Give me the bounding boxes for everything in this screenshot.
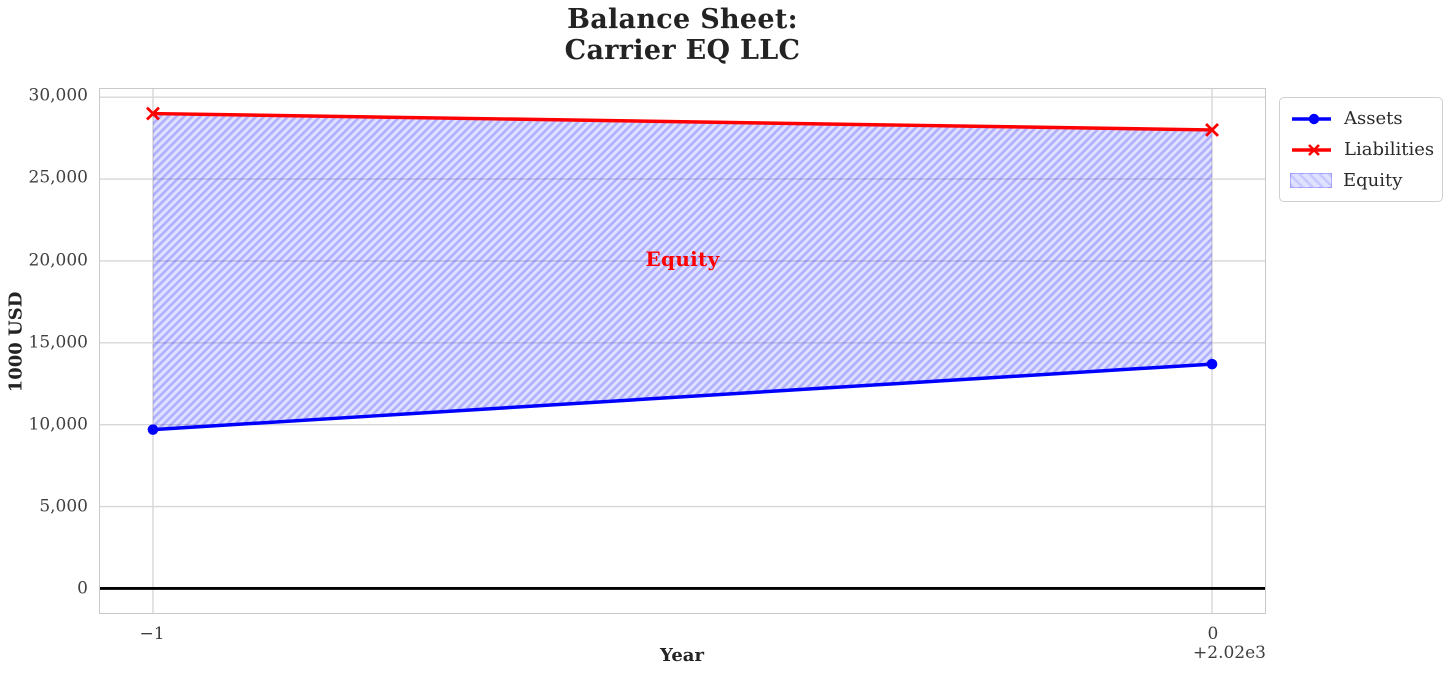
y-tick-label: 5,000 [39, 496, 88, 517]
series-assets [147, 358, 1218, 435]
y-tick-label: 15,000 [28, 332, 88, 353]
data-point-marker [145, 106, 160, 121]
x-axis-offset-text: +2.02e3 [1193, 643, 1266, 663]
y-tick-label: 10,000 [28, 414, 88, 435]
data-point-marker [147, 424, 159, 435]
liabilities-line-icon [1292, 143, 1331, 156]
y-axis-label: 1000 USD [5, 291, 27, 393]
legend-label-equity: Equity [1343, 169, 1403, 191]
equity-annotation: Equity [645, 246, 720, 271]
equity-hatch-swatch-icon [1290, 173, 1332, 188]
y-tick-label: 30,000 [28, 85, 88, 106]
assets-line-icon [1292, 113, 1331, 124]
legend-item-equity: Equity [1290, 168, 1432, 193]
series-liabilities [145, 106, 1220, 137]
series-line [152, 362, 1213, 432]
legend-item-assets: Assets [1290, 106, 1432, 131]
data-point-marker [1206, 358, 1218, 370]
legend: Assets Liabilities Equity [1279, 97, 1443, 202]
chart-title: Balance Sheet: Carrier EQ LLC [99, 4, 1266, 66]
plot-area [99, 88, 1266, 614]
x-tick-label: −1 [139, 624, 165, 644]
equity-fill-region [152, 113, 1213, 430]
x-tick-label: 0 [1207, 624, 1219, 644]
y-tick-label: 20,000 [28, 250, 88, 271]
legend-label-assets: Assets [1344, 107, 1403, 129]
chart-title-line2: Carrier EQ LLC [564, 35, 801, 66]
x-axis-label: Year [660, 645, 704, 666]
y-tick-label: 25,000 [28, 168, 88, 189]
y-tick-label: 0 [77, 578, 88, 599]
series-line [152, 111, 1213, 132]
data-point-marker [1205, 122, 1220, 137]
legend-item-liabilities: Liabilities [1290, 137, 1435, 162]
chart-title-line1: Balance Sheet: [567, 4, 798, 35]
chart-svg [100, 89, 1265, 613]
legend-label-liabilities: Liabilities [1344, 138, 1435, 160]
